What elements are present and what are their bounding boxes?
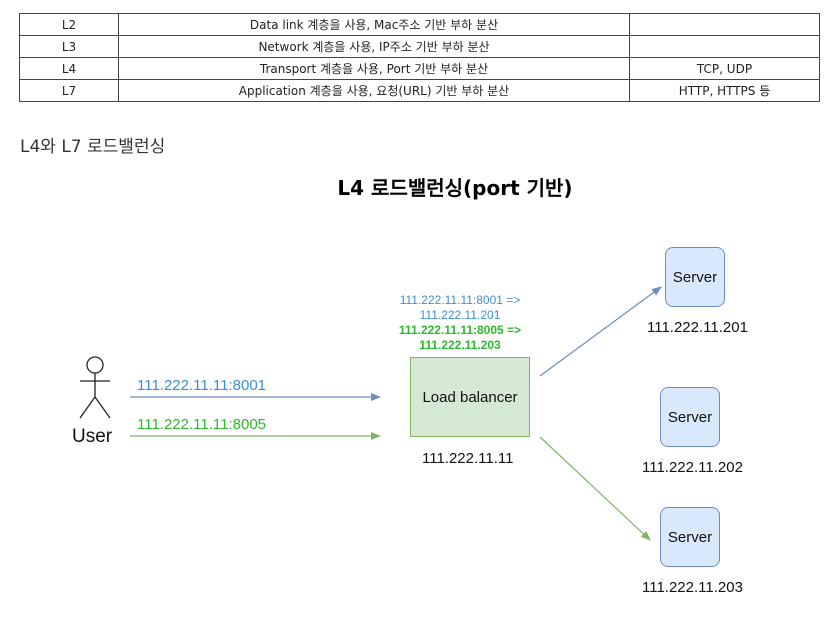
mapping-rule-8001-source: 111.222.11.11:8001 => [399, 293, 521, 307]
server-1-ip: 111.222.11.201 [647, 319, 748, 336]
layer-cell: L7 [19, 79, 119, 102]
user-label: User [72, 426, 113, 447]
server-node-1: Server [665, 247, 725, 307]
description-cell: Application 계층을 사용, 요청(URL) 기반 부하 분산 [118, 79, 630, 102]
osi-layer-table: L2 Data link 계층을 사용, Mac주소 기반 부하 분산 L3 N… [19, 13, 820, 102]
route-arrow-server-1 [539, 286, 662, 377]
mapping-rule-8005: 111.222.11.11:8005 => 111.222.11.203 [390, 323, 530, 353]
mapping-rule-8005-target: 111.222.11.203 [419, 338, 501, 352]
request-label-8005: 111.222.11.11:8005 [137, 416, 267, 433]
server-node-2: Server [660, 387, 720, 447]
diagram-title: L4 로드밸런싱(port 기반) [337, 176, 573, 200]
load-balancer-node: Load balancer [410, 357, 530, 437]
mapping-rule-8001-target: 111.222.11.201 [419, 308, 501, 322]
route-arrow-server-3 [539, 436, 651, 541]
table-row: L7 Application 계층을 사용, 요청(URL) 기반 부하 분산 … [19, 79, 820, 102]
server-node-3: Server [660, 507, 720, 567]
user-icon [79, 356, 111, 419]
request-label-8001: 111.222.11.11:8001 [137, 377, 267, 394]
mapping-rule-8005-source: 111.222.11.11:8005 => [398, 323, 522, 337]
server-2-ip: 111.222.11.202 [642, 459, 743, 476]
mapping-rule-8001: 111.222.11.11:8001 => 111.222.11.201 [390, 293, 530, 323]
table-row: L3 Network 계층을 사용, IP주소 기반 부하 분산 [19, 35, 820, 58]
section-heading: L4와 L7 로드밸런싱 [20, 137, 166, 157]
server-3-ip: 111.222.11.203 [642, 579, 743, 596]
protocol-cell: HTTP, HTTPS 등 [629, 79, 820, 102]
description-cell: Network 계층을 사용, IP주소 기반 부하 분산 [118, 35, 630, 58]
load-balancer-ip: 111.222.11.11 [422, 450, 514, 467]
